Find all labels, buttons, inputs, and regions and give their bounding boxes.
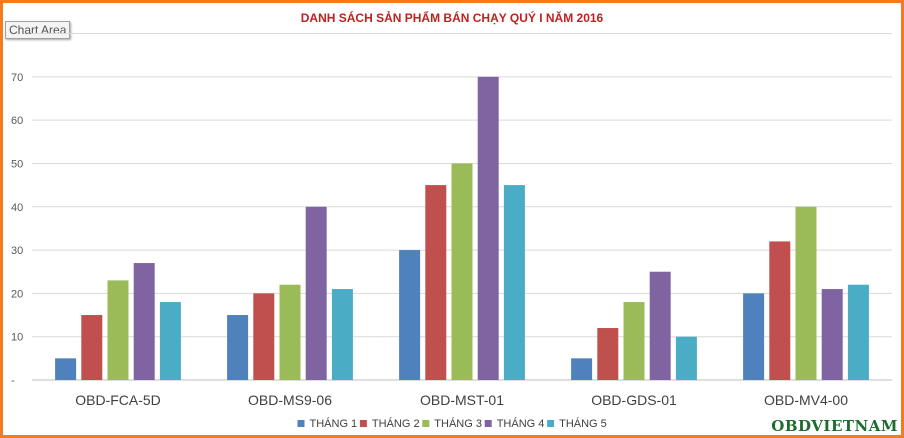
y-tick-label: 50 <box>11 158 23 170</box>
legend-label: THÁNG 4 <box>497 417 545 430</box>
bar-OBD-MST-01-THÁNG-2[interactable] <box>425 185 447 380</box>
legend-label: THÁNG 2 <box>372 417 420 430</box>
y-tick-label: 10 <box>11 332 23 344</box>
legend-swatch <box>547 420 555 427</box>
bar-OBD-FCA-5D-THÁNG-4[interactable] <box>133 263 155 380</box>
bar-OBD-MV4-00-THÁNG-1[interactable] <box>743 293 765 380</box>
x-category-label: OBD-FCA-5D <box>75 392 161 408</box>
bar-OBD-FCA-5D-THÁNG-2[interactable] <box>81 315 103 380</box>
x-axis: OBD-FCA-5D OBD-MS9-06 OBD-MST-01 OBD-GDS-01… <box>75 392 848 408</box>
legend-label: THÁNG 3 <box>434 417 482 430</box>
bar-OBD-MST-01-THÁNG-3[interactable] <box>451 163 473 380</box>
bars <box>55 76 869 380</box>
bar-OBD-FCA-5D-THÁNG-3[interactable] <box>107 280 129 380</box>
legend-swatch <box>422 420 430 427</box>
x-category-label: OBD-MST-01 <box>420 392 504 408</box>
legend-swatch <box>359 420 367 427</box>
watermark-logo: OBDVIETNAM <box>771 417 898 435</box>
y-tick-label: 40 <box>11 202 23 214</box>
bar-OBD-GDS-01-THÁNG-4[interactable] <box>649 271 671 380</box>
bar-OBD-MS9-06-THÁNG-4[interactable] <box>305 206 327 380</box>
bar-OBD-MS9-06-THÁNG-5[interactable] <box>331 289 353 380</box>
bar-OBD-MV4-00-THÁNG-4[interactable] <box>821 289 843 380</box>
bar-OBD-MS9-06-THÁNG-2[interactable] <box>253 293 275 380</box>
bar-OBD-MV4-00-THÁNG-2[interactable] <box>769 241 791 380</box>
chart-title: DANH SÁCH SẢN PHẨM BÁN CHẠY QUÝ I NĂM 20… <box>300 11 604 25</box>
y-tick-label: 60 <box>11 115 23 127</box>
legend-label: THÁNG 5 <box>559 417 607 430</box>
x-category-label: OBD-MV4-00 <box>764 392 848 408</box>
y-axis: - 10 20 30 40 50 60 70 <box>11 72 23 387</box>
bar-OBD-GDS-01-THÁNG-1[interactable] <box>571 358 593 380</box>
bar-OBD-MST-01-THÁNG-5[interactable] <box>503 185 525 380</box>
bar-OBD-MS9-06-THÁNG-1[interactable] <box>227 315 249 380</box>
x-category-label: OBD-GDS-01 <box>591 392 677 408</box>
bar-OBD-MST-01-THÁNG-1[interactable] <box>399 250 421 380</box>
legend-swatch <box>297 420 305 427</box>
bar-OBD-MST-01-THÁNG-4[interactable] <box>477 76 499 380</box>
bar-OBD-GDS-01-THÁNG-5[interactable] <box>675 336 697 380</box>
bar-OBD-FCA-5D-THÁNG-1[interactable] <box>55 358 77 380</box>
bar-OBD-GDS-01-THÁNG-3[interactable] <box>623 302 645 380</box>
y-tick-label: 70 <box>11 72 23 84</box>
y-tick-label: 30 <box>11 245 23 257</box>
bar-OBD-GDS-01-THÁNG-2[interactable] <box>597 328 619 380</box>
bar-OBD-MV4-00-THÁNG-5[interactable] <box>847 284 869 380</box>
bar-OBD-MV4-00-THÁNG-3[interactable] <box>795 206 817 380</box>
y-tick-label: 20 <box>11 288 23 300</box>
legend-swatch <box>484 420 492 427</box>
bar-OBD-FCA-5D-THÁNG-5[interactable] <box>159 302 181 380</box>
legend-label: THÁNG 1 <box>310 417 358 430</box>
legend: THÁNG 1 THÁNG 2 THÁNG 3 THÁNG 4 THÁNG 5 <box>297 417 607 430</box>
bar-OBD-MS9-06-THÁNG-3[interactable] <box>279 284 301 380</box>
y-tick-label: - <box>11 375 15 387</box>
x-category-label: OBD-MS9-06 <box>248 392 332 408</box>
